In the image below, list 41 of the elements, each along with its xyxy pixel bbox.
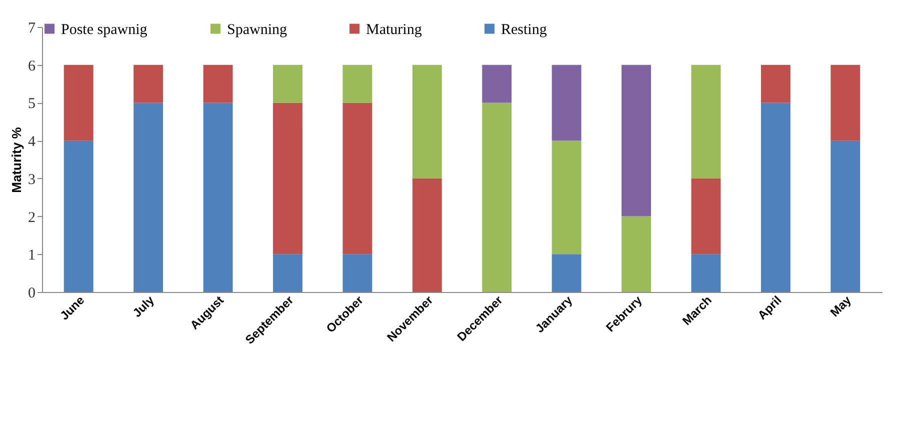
bar [134, 64, 164, 103]
bar [482, 102, 512, 292]
legend-label: Resting [501, 22, 548, 38]
bar [203, 64, 233, 103]
y-tick-label: 1 [28, 248, 36, 264]
bar [203, 102, 233, 292]
bar [342, 102, 372, 254]
bar [482, 64, 512, 103]
y-tick-label: 0 [28, 286, 36, 302]
y-tick-label: 7 [28, 20, 36, 36]
bar [342, 64, 372, 103]
y-tick-label: 2 [28, 210, 36, 226]
bar [273, 254, 302, 292]
bar [760, 64, 790, 103]
bar [691, 178, 721, 254]
y-tick-label: 5 [28, 96, 36, 112]
bar [552, 64, 582, 141]
bar [273, 102, 302, 254]
bar [830, 64, 860, 141]
bar [622, 64, 651, 216]
bar [64, 64, 94, 141]
legend-label: Maturing [366, 22, 422, 38]
bar [64, 140, 94, 292]
y-tick-label: 3 [28, 172, 36, 188]
legend-label: Poste spawnig [61, 22, 148, 38]
bar [760, 102, 790, 292]
bar [552, 140, 582, 254]
y-axis-title: Maturity % [9, 126, 24, 193]
bar [830, 140, 860, 292]
bar [622, 216, 651, 292]
legend-label: Spawning [227, 22, 288, 38]
bar [412, 64, 442, 178]
bar [134, 102, 164, 292]
bar [552, 254, 582, 292]
bar [691, 64, 721, 178]
bar [691, 254, 721, 292]
y-tick-label: 4 [28, 134, 36, 150]
y-tick-label: 6 [28, 58, 36, 74]
bar [273, 64, 302, 103]
bar [412, 178, 442, 292]
bar [342, 254, 372, 292]
